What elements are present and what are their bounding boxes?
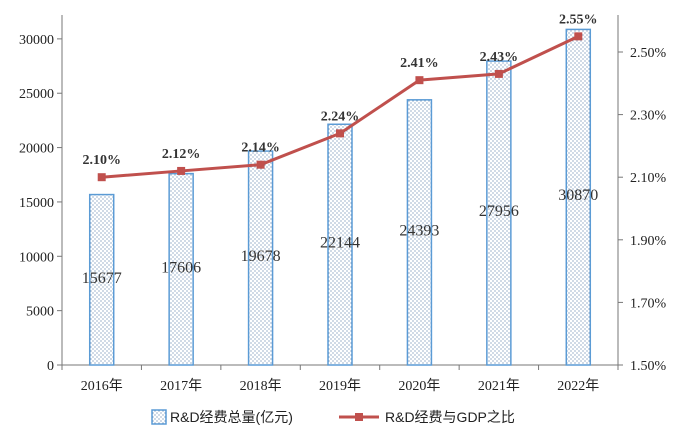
left-tick-label: 15000 (19, 196, 54, 211)
x-tick-label: 2022年 (557, 378, 599, 394)
right-tick-label: 2.50% (630, 46, 667, 61)
line-marker (177, 166, 186, 175)
bar (565, 28, 592, 366)
bar-value-label: 22144 (320, 235, 360, 252)
line-value-label: 2.41% (400, 56, 439, 71)
left-tick-label: 30000 (19, 33, 54, 48)
bar-value-label: 15677 (82, 270, 122, 287)
data-labels: 15677 17606 19678 22144 24393 27956 30870 2.10%… (82, 12, 599, 286)
line-marker (97, 173, 106, 182)
line-value-label: 2.14% (241, 141, 280, 156)
bar-value-label: 19678 (241, 248, 281, 265)
x-tick-label: 2020年 (398, 378, 440, 394)
x-tick-label: 2018年 (240, 378, 282, 394)
bar (486, 60, 512, 366)
bar (406, 99, 433, 366)
legend-line-marker (355, 413, 363, 421)
right-tick-label: 1.70% (630, 296, 667, 311)
legend-bar-label: R&D经费总量(亿元) (170, 409, 293, 425)
legend: R&D经费总量(亿元) R&D经费与GDP之比 (151, 409, 515, 425)
right-tick-label: 2.10% (630, 171, 667, 186)
bar (327, 123, 353, 366)
right-tick-label: 1.50% (630, 359, 667, 374)
line-marker (336, 129, 344, 138)
line-value-label: 2.55% (559, 12, 598, 27)
legend-line-label: R&D经费与GDP之比 (385, 409, 515, 425)
bar-value-label: 27956 (479, 203, 519, 220)
line-value-label: 2.12% (162, 147, 201, 162)
line-marker (256, 160, 265, 169)
line-value-label: 2.24% (321, 109, 360, 124)
left-tick-label: 5000 (26, 305, 54, 320)
left-tick-label: 20000 (19, 142, 54, 157)
bar-value-label: 30870 (558, 187, 598, 204)
line-marker (494, 69, 503, 78)
x-tick-label: 2017年 (160, 378, 202, 394)
line-value-label: 2.43% (480, 50, 519, 65)
line-value-label: 2.10% (82, 153, 121, 168)
x-tick-label: 2019年 (319, 378, 361, 394)
line-marker (415, 76, 424, 85)
x-tick-label: 2016年 (81, 378, 123, 394)
right-tick-label: 1.90% (630, 234, 667, 249)
line-marker (574, 32, 583, 41)
left-tick-label: 0 (47, 359, 54, 374)
bar-series (88, 28, 592, 366)
left-tick-label: 10000 (19, 250, 54, 265)
bar (88, 193, 115, 366)
bar (247, 150, 274, 366)
axes: 0 5000 10000 15000 20000 25000 30000 1.50% 1.70%… (19, 15, 667, 394)
bar-value-label: 17606 (161, 259, 201, 276)
bar-value-label: 24393 (399, 222, 439, 239)
x-tick-label: 2021年 (478, 378, 520, 394)
legend-bar-swatch (151, 409, 167, 425)
line-series (97, 32, 583, 182)
right-tick-label: 2.30% (630, 109, 667, 124)
left-tick-label: 25000 (19, 87, 54, 102)
